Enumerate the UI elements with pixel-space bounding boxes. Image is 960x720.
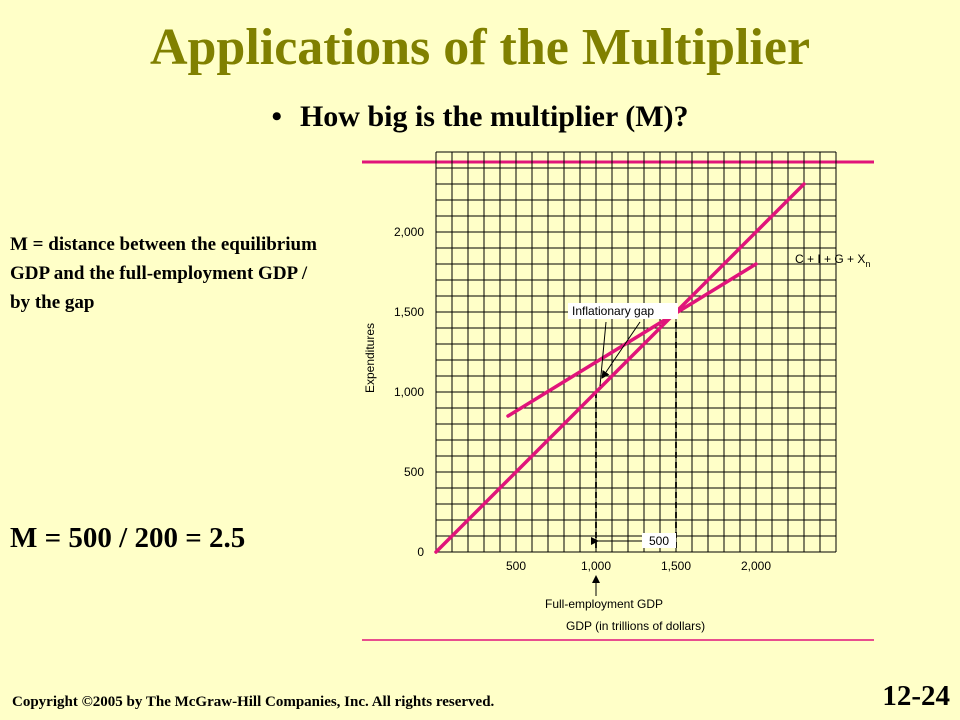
y-tick-label: 1,500	[394, 305, 424, 319]
inflationary-gap-label-box	[568, 303, 678, 319]
y-tick-label: 2,000	[394, 225, 424, 239]
x-tick-label: 2,000	[741, 559, 771, 573]
chart-grid	[435, 151, 837, 553]
bullet-marker: •	[271, 100, 282, 133]
chart-ticks: 500 1,000 1,500 2,000 0 500 1,000 1,500 2,000	[394, 225, 771, 573]
45-degree-line	[434, 182, 806, 554]
x-tick-label: 1,500	[661, 559, 691, 573]
bullet-question: • How big is the multiplier (M)?	[0, 100, 960, 134]
gap-pointer-line	[599, 321, 607, 387]
aggregate-expenditure-line	[506, 262, 758, 418]
bullet-text: How big is the multiplier (M)?	[299, 100, 689, 133]
multiplier-formula: M = 500 / 200 = 2.5	[10, 522, 246, 554]
multiplier-definition: M = distance between the equilibrium GDP…	[10, 234, 317, 313]
slide-title: Applications of the Multiplier	[149, 19, 811, 76]
slide-number: 12-24	[882, 680, 950, 712]
full-employment-label: Full-employment GDP	[545, 597, 663, 611]
gap-arrow	[601, 321, 641, 379]
copyright-notice: Copyright ©2005 by The McGraw-Hill Compa…	[12, 694, 495, 710]
gdp-difference-label-box	[642, 533, 676, 548]
x-axis-label: GDP (in trillions of dollars)	[566, 619, 705, 633]
inflationary-gap-label: Inflationary gap	[572, 304, 654, 318]
chart-annotations: C + I + G + Xn Inflationary gap 500 Full-em…	[545, 252, 870, 611]
series-label: C + I + G + Xn	[795, 252, 870, 269]
gdp-difference-label: 500	[649, 534, 669, 548]
x-tick-label: 500	[506, 559, 526, 573]
chart-series	[434, 182, 806, 554]
chart-dashed-guides	[595, 312, 677, 552]
x-tick-label: 1,000	[581, 559, 611, 573]
y-tick-label: 1,000	[394, 385, 424, 399]
y-tick-label: 0	[417, 545, 424, 559]
y-axis-label: Expenditures	[363, 323, 377, 393]
y-tick-label: 500	[404, 465, 424, 479]
